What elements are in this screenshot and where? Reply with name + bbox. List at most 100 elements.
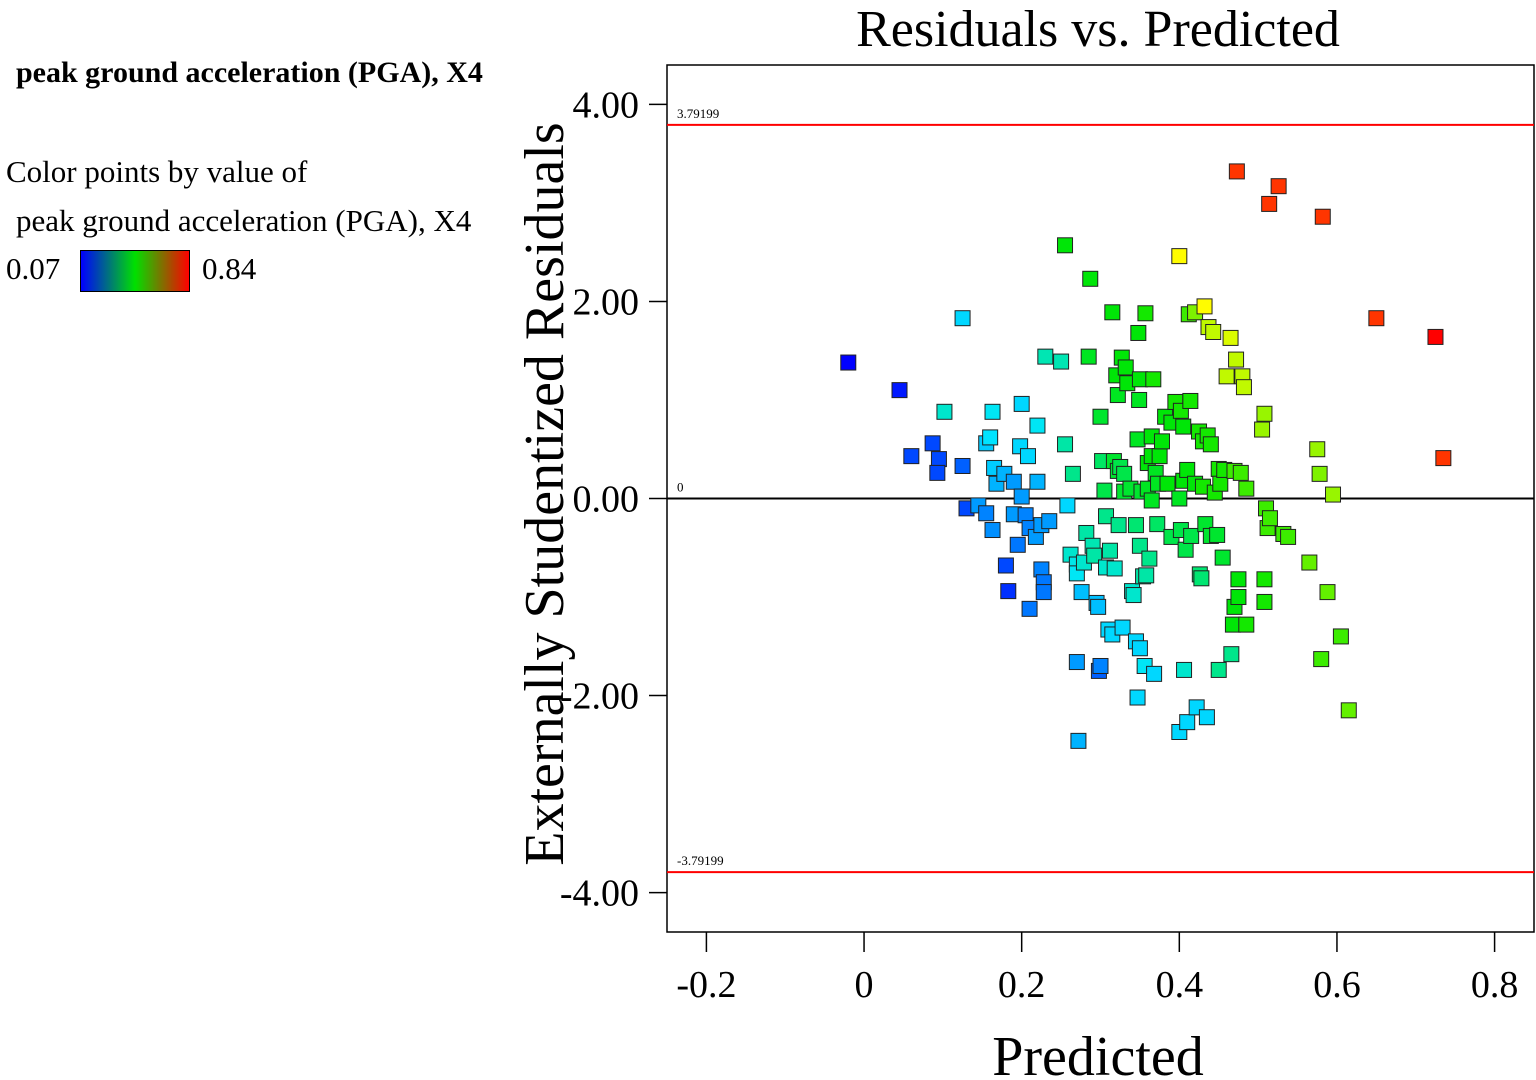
- data-point: [891, 382, 908, 399]
- data-point: [1037, 348, 1054, 365]
- y-tick-label: 4.00: [573, 84, 640, 126]
- data-point: [1313, 651, 1330, 668]
- data-point: [1212, 475, 1229, 492]
- data-point: [1209, 526, 1226, 543]
- data-point: [1035, 584, 1052, 601]
- data-point: [1141, 550, 1158, 567]
- data-point: [1104, 304, 1121, 321]
- data-point: [1029, 473, 1046, 490]
- data-point: [1116, 465, 1133, 482]
- data-point: [1193, 570, 1210, 587]
- data-point: [840, 354, 857, 371]
- data-point: [1175, 418, 1192, 435]
- data-point: [1073, 584, 1090, 601]
- data-point: [1238, 616, 1255, 633]
- data-point: [1224, 616, 1241, 633]
- data-point: [1198, 709, 1215, 726]
- data-point: [1092, 408, 1109, 425]
- data-point: [1151, 448, 1168, 465]
- data-point: [1143, 492, 1160, 509]
- data-point: [1368, 310, 1385, 327]
- data-point: [1098, 508, 1115, 525]
- data-point: [1314, 208, 1331, 225]
- data-point: [1159, 475, 1176, 492]
- data-point: [1228, 163, 1245, 180]
- data-point: [1238, 480, 1255, 497]
- data-point: [984, 403, 1001, 420]
- data-point: [1086, 547, 1103, 564]
- data-point: [1082, 270, 1099, 287]
- y-axis-label: Externally Studentized Residuals: [514, 122, 576, 865]
- data-point: [1059, 497, 1076, 514]
- data-point: [1109, 387, 1126, 404]
- data-point: [1130, 324, 1147, 341]
- data-point: [982, 429, 999, 446]
- chart-title: Residuals vs. Predicted: [856, 1, 1340, 58]
- data-point: [903, 448, 920, 465]
- data-point: [1070, 732, 1087, 749]
- data-point: [930, 451, 947, 468]
- data-point: [1254, 421, 1271, 438]
- y-tick-label: -2.00: [560, 676, 639, 718]
- data-point: [1101, 542, 1118, 559]
- data-point: [1096, 482, 1113, 499]
- data-point: [1427, 328, 1444, 345]
- data-point: [1256, 593, 1273, 610]
- data-point: [1319, 584, 1336, 601]
- data-point: [1332, 628, 1349, 645]
- data-point: [1235, 379, 1252, 396]
- data-point: [1009, 536, 1026, 553]
- data-point: [929, 464, 946, 481]
- data-point: [1222, 329, 1239, 346]
- data-point: [1131, 371, 1148, 388]
- data-point: [1171, 248, 1188, 265]
- reference-line-label: 3.79199: [677, 106, 719, 121]
- data-point: [978, 505, 995, 522]
- data-point: [1090, 598, 1107, 615]
- data-point: [1146, 665, 1163, 682]
- data-point: [1138, 567, 1155, 584]
- data-point: [1171, 490, 1188, 507]
- data-point: [1149, 516, 1166, 533]
- data-point: [1176, 661, 1193, 678]
- data-point: [1232, 464, 1249, 481]
- data-point: [1325, 486, 1342, 503]
- data-point: [1196, 298, 1213, 315]
- data-point: [1228, 351, 1245, 368]
- y-tick-label: -4.00: [560, 873, 639, 915]
- data-point: [984, 522, 1001, 539]
- x-tick-label: 0.4: [1156, 964, 1204, 1006]
- data-point: [1270, 178, 1287, 195]
- data-point: [1183, 527, 1200, 544]
- data-point: [1311, 465, 1328, 482]
- data-point: [1202, 436, 1219, 453]
- data-point: [1110, 517, 1127, 534]
- data-point: [1210, 661, 1227, 678]
- data-point: [1179, 461, 1196, 478]
- data-point: [954, 310, 971, 327]
- data-point: [997, 557, 1014, 574]
- data-point: [1230, 571, 1247, 588]
- data-point: [1092, 657, 1109, 674]
- data-point: [954, 457, 971, 474]
- data-point: [1131, 640, 1148, 657]
- data-point: [1256, 405, 1273, 422]
- data-point: [1435, 450, 1452, 467]
- data-point: [1205, 323, 1222, 340]
- data-point: [1129, 431, 1146, 448]
- data-point: [1127, 517, 1144, 534]
- data-point: [1218, 368, 1235, 385]
- data-point: [1013, 395, 1030, 412]
- data-point: [1068, 654, 1085, 671]
- data-point: [1309, 441, 1326, 458]
- data-point: [1280, 528, 1297, 545]
- data-point: [1019, 448, 1036, 465]
- data-point: [1013, 488, 1030, 505]
- data-point: [1177, 541, 1194, 558]
- data-point: [1223, 646, 1240, 663]
- data-point: [1131, 391, 1148, 408]
- data-point: [1117, 359, 1134, 376]
- data-point: [1153, 433, 1170, 450]
- data-point: [1064, 465, 1081, 482]
- x-tick-label: -0.2: [676, 964, 736, 1006]
